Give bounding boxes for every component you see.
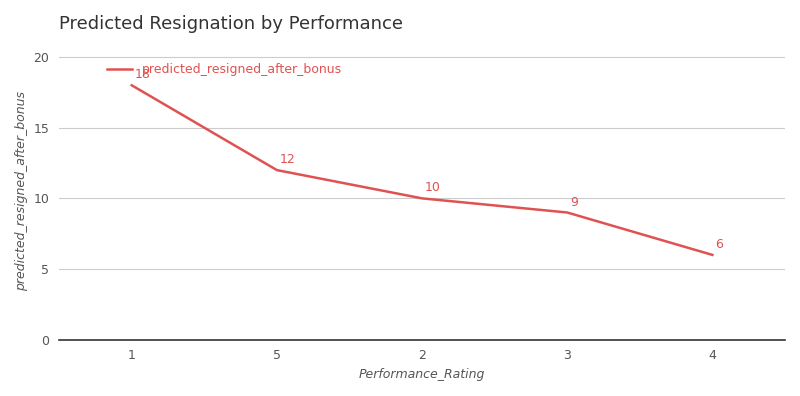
- Text: 18: 18: [134, 69, 150, 81]
- Text: Predicted Resignation by Performance: Predicted Resignation by Performance: [59, 15, 403, 33]
- Text: 9: 9: [570, 196, 578, 209]
- Legend: predicted_resigned_after_bonus: predicted_resigned_after_bonus: [102, 58, 347, 81]
- Text: 6: 6: [715, 238, 723, 251]
- Text: 12: 12: [280, 153, 295, 166]
- X-axis label: Performance_Rating: Performance_Rating: [359, 368, 486, 381]
- Y-axis label: predicted_resigned_after_bonus: predicted_resigned_after_bonus: [15, 91, 28, 291]
- Text: 10: 10: [425, 181, 441, 194]
